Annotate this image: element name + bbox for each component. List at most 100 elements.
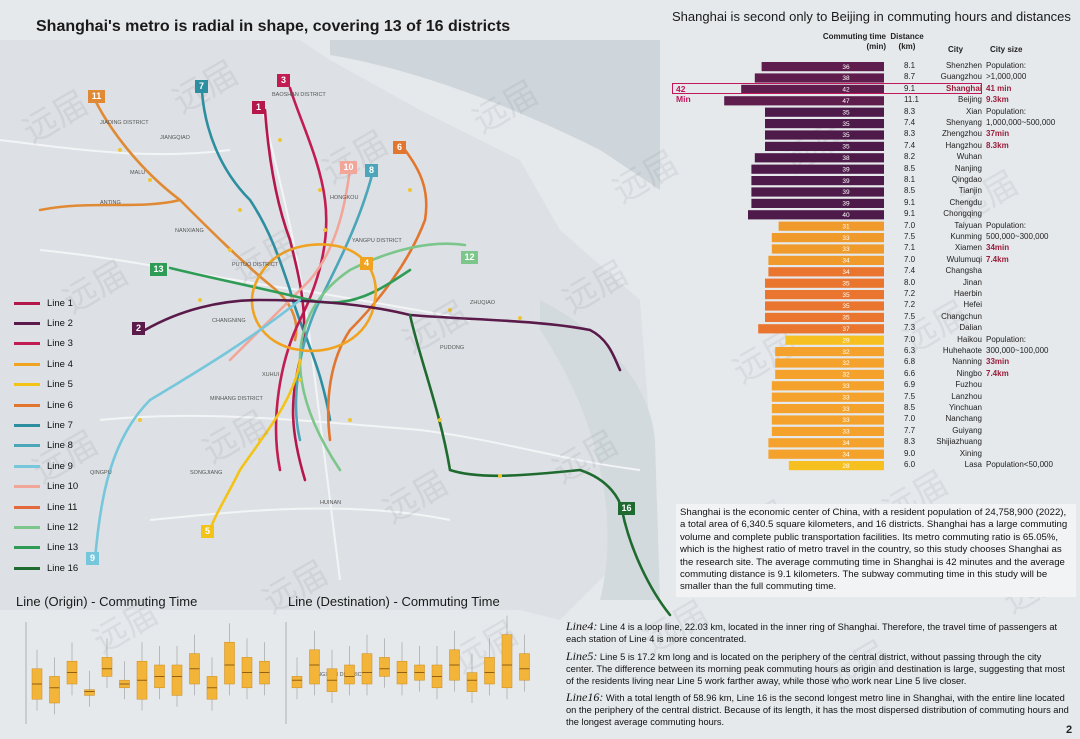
bar-shanghai (741, 84, 884, 94)
city-size-text: 34min (986, 243, 1010, 253)
bar-value: 34 (842, 440, 850, 447)
bar-qingdao (751, 176, 884, 186)
bar-value: 33 (842, 394, 850, 401)
bar-value: 38 (842, 75, 850, 82)
city-label: Shanghai (945, 83, 982, 93)
city-size-text: 1,000,000~500,000 (986, 118, 1056, 127)
legend-label: Line 1 (47, 297, 73, 309)
bar-changsha (768, 267, 884, 277)
line-badge-3: 3 (277, 74, 290, 87)
line-2-path (143, 298, 622, 372)
chart-title: Shanghai is second only to Beijing in co… (672, 9, 1071, 24)
line-badge-6: 6 (393, 141, 406, 154)
bar-value: 35 (842, 315, 850, 322)
legend-item: Line 16 (14, 561, 78, 575)
distance-value: 8.2 (904, 152, 916, 162)
bar-hefei (765, 301, 884, 311)
bar-guiyang (771, 426, 884, 436)
city-label: Shenyang (945, 118, 982, 127)
bar-shijiazhuang (768, 438, 884, 448)
distance-value: 7.2 (904, 300, 916, 310)
place-label: HONGKOU (330, 195, 359, 201)
boxplot-box (291, 676, 303, 689)
legend-label: Line 11 (47, 501, 78, 513)
distance-value: 8.3 (904, 437, 916, 447)
distance-value: 6.6 (904, 368, 916, 378)
city-label: Ningbo (956, 368, 982, 378)
place-label: BAOSHAN DISTRICT (272, 92, 326, 98)
city-size-text: Population: (986, 220, 1027, 230)
distance-value: 11.1 (904, 95, 919, 105)
bar-haerbin (765, 290, 884, 300)
city-label: Shijiazhuang (936, 437, 982, 447)
commute-boxplots (25, 615, 530, 724)
boxplot-box (361, 653, 373, 685)
place-label: PUDONG (440, 345, 465, 351)
bar-shenzhen (761, 62, 884, 72)
bar-hangzhou (765, 141, 884, 151)
city-label: Beijing (957, 95, 982, 105)
distance-value: 6.9 (904, 380, 916, 390)
boxplot-box (466, 672, 478, 692)
city-label: Hangzhou (945, 140, 982, 150)
boxplot-box (224, 641, 235, 685)
line4-note: Line4: Line 4 is a loop line, 22.03 km, … (566, 620, 1071, 645)
city-label: Guangzhou (940, 72, 982, 82)
bar-value: 35 (842, 109, 850, 116)
city-size-text: 7.4km (986, 368, 1009, 378)
bar-value: 32 (842, 360, 850, 367)
city-label: Zhengzhou (941, 129, 982, 139)
line-badge-1: 1 (252, 101, 265, 114)
distance-value: 6.8 (904, 357, 916, 367)
bar-nanjing (751, 164, 884, 174)
legend-item: Line 12 (14, 520, 78, 534)
line-12-path (298, 242, 467, 472)
distance-value: 7.4 (904, 140, 916, 150)
line5-text: Line 5 is 17.2 km long and is located on… (566, 652, 1065, 686)
bar-value: 39 (842, 178, 850, 185)
city-label: Kunming (950, 232, 982, 241)
city-label: Haerbin (953, 289, 982, 298)
highlight-row-box (672, 82, 982, 95)
distance-value: 7.3 (904, 323, 916, 333)
bar-yinchuan (771, 404, 884, 414)
distance-value: 7.5 (904, 232, 916, 241)
city-label: Tianjin (958, 186, 982, 196)
bar-value: 34 (842, 258, 850, 265)
metro-lines (38, 86, 672, 617)
line-4-loop (250, 243, 378, 353)
legend-swatch (14, 301, 40, 305)
city-size-text: Population: (986, 106, 1027, 116)
bar-lasa (788, 461, 884, 471)
line-badge-7: 7 (195, 80, 208, 93)
place-label: ANTING (100, 200, 121, 206)
distance-value: 8.3 (904, 129, 916, 139)
city-label: Hefei (963, 300, 982, 310)
bar-value: 33 (842, 235, 850, 242)
city-size-text: 300,000~100,000 (986, 346, 1049, 355)
study-description: Shanghai is the economic center of China… (676, 504, 1076, 597)
bar-value: 33 (842, 246, 850, 253)
distance-value: 8.5 (904, 403, 916, 412)
city-label: Xiamen (954, 243, 982, 253)
bar-nanning (775, 358, 884, 368)
line-badge-2: 2 (132, 322, 145, 335)
line-badge-5: 5 (201, 525, 214, 538)
place-label: HUINAN (320, 500, 342, 506)
distance-value: 6.0 (904, 460, 916, 469)
line-badge-9: 9 (86, 552, 99, 565)
line5-note: Line5: Line 5 is 17.2 km long and is loc… (566, 650, 1071, 687)
legend-label: Line 6 (47, 399, 73, 411)
bar-value: 32 (842, 372, 850, 379)
line-badge-10: 10 (340, 161, 357, 174)
city-label: Chengdu (949, 197, 982, 207)
distance-value: 8.1 (904, 175, 916, 184)
line5-label: Line5: (566, 649, 598, 663)
line-badge-11: 11 (88, 90, 105, 103)
legend-label: Line 13 (47, 542, 79, 554)
bar-xiamen (771, 244, 884, 254)
city-label: Wulumuqi (946, 254, 982, 264)
distance-value: 7.1 (904, 243, 916, 253)
distance-value: 9.1 (904, 209, 916, 219)
